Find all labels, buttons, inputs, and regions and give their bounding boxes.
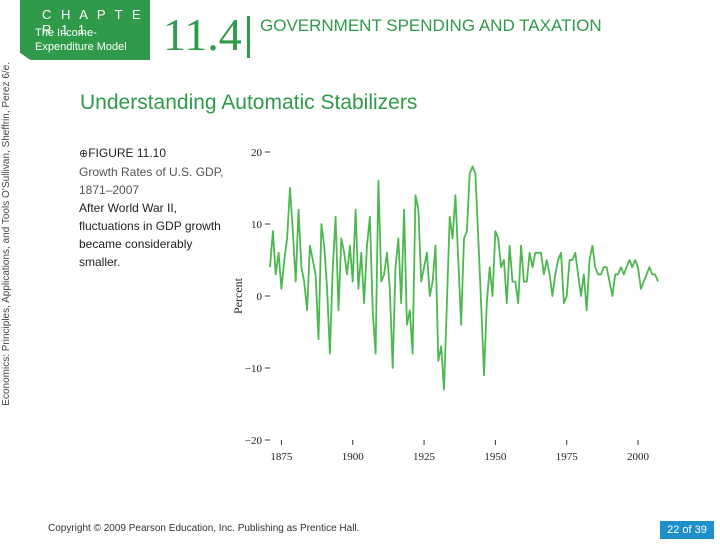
section-title: GOVERNMENT SPENDING AND TAXATION — [260, 16, 602, 35]
x-tick-label: 1900 — [342, 451, 365, 463]
book-credit: Economics: Principles, Applications, and… — [1, 62, 12, 406]
figure-description: After World War II, fluctuations in GDP … — [79, 201, 221, 269]
circled-plus-icon: ⊕ — [79, 148, 89, 160]
x-tick-label: 2000 — [627, 451, 650, 463]
gdp-growth-line — [269, 165, 659, 391]
section-divider — [247, 16, 250, 58]
page-indicator: 22 of 39 — [660, 521, 714, 539]
x-tick-label: 1950 — [484, 451, 507, 463]
y-tick-label: 10 — [251, 219, 263, 231]
x-tick-label: 1875 — [270, 451, 293, 463]
x-tick-label: 1925 — [413, 451, 436, 463]
y-tick-label: −10 — [245, 363, 263, 375]
figure-caption: ⊕FIGURE 11.10 Growth Rates of U.S. GDP, … — [79, 144, 224, 271]
x-tick-label: 1975 — [556, 451, 579, 463]
y-tick-label: 20 — [251, 147, 263, 159]
y-tick-label: −20 — [245, 435, 263, 447]
chapter-label: C H A P T E R 1 1 — [42, 7, 144, 37]
y-axis-label: Percent — [231, 277, 245, 314]
figure-title: Growth Rates of U.S. GDP, 1871–2007 — [79, 165, 224, 197]
gdp-growth-chart: 20 10 0 −10 −20 1875 1900 1925 1950 1975 2000 Perce… — [231, 147, 659, 463]
slide-title: Understanding Automatic Stabilizers — [80, 91, 418, 114]
figure-label: FIGURE 11.10 — [88, 146, 167, 160]
chapter-tab: C H A P T E R 1 1 The Income-Expenditure… — [20, 0, 150, 60]
copyright-notice: Copyright © 2009 Pearson Education, Inc.… — [48, 523, 360, 534]
section-number: 11.4 — [163, 9, 242, 60]
y-tick-label: 0 — [257, 291, 263, 303]
chapter-subtitle: The Income-Expenditure Model — [35, 27, 127, 53]
